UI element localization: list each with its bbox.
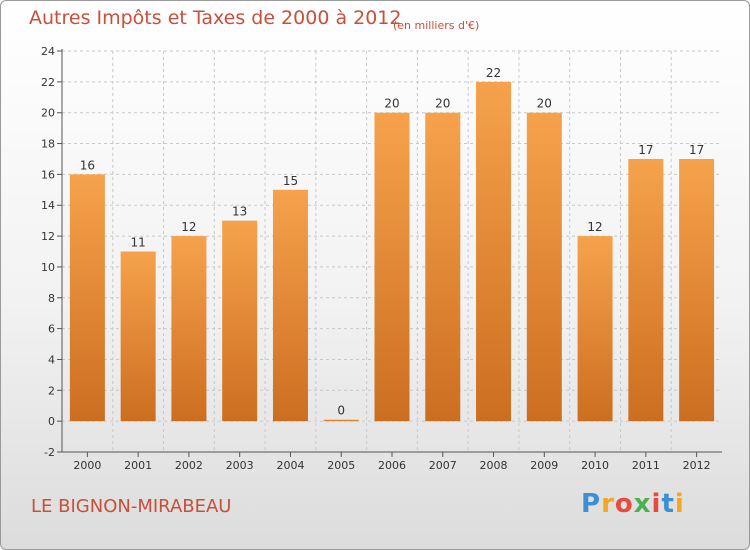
y-tick-label: 6 bbox=[48, 323, 55, 336]
logo-letter: t bbox=[661, 489, 675, 519]
y-tick-label: 22 bbox=[41, 76, 55, 89]
x-tick-label: 2003 bbox=[226, 459, 254, 472]
x-tick-label: 2008 bbox=[480, 459, 508, 472]
bar bbox=[222, 220, 258, 422]
bar-value-label: 16 bbox=[80, 158, 95, 172]
x-tick-label: 2001 bbox=[124, 459, 152, 472]
y-tick-label: 4 bbox=[48, 353, 55, 366]
bar-value-label: 12 bbox=[181, 220, 196, 234]
y-tick-label: 24 bbox=[41, 45, 55, 58]
place-name: LE BIGNON-MIRABEAU bbox=[31, 496, 232, 517]
bar bbox=[526, 112, 562, 422]
logo-letter: r bbox=[601, 489, 615, 519]
bar-value-label: 20 bbox=[384, 97, 399, 111]
bar-value-label: 20 bbox=[435, 97, 450, 111]
y-tick-label: 2 bbox=[48, 384, 55, 397]
y-tick-label: 12 bbox=[41, 230, 55, 243]
x-tick-label: 2009 bbox=[530, 459, 558, 472]
bar-value-label: 13 bbox=[232, 205, 247, 219]
bar bbox=[374, 112, 410, 422]
y-tick-label: 16 bbox=[41, 168, 55, 181]
bar bbox=[323, 419, 359, 422]
x-tick-label: 2012 bbox=[683, 459, 711, 472]
y-tick-label: 18 bbox=[41, 138, 55, 151]
bar bbox=[425, 112, 461, 422]
x-tick-label: 2002 bbox=[175, 459, 203, 472]
bar bbox=[69, 174, 105, 422]
x-tick-label: 2011 bbox=[632, 459, 660, 472]
bar bbox=[120, 251, 156, 422]
bar-value-label: 12 bbox=[587, 220, 602, 234]
y-tick-label: -2 bbox=[44, 446, 55, 459]
bar-value-label: 17 bbox=[689, 143, 704, 157]
logo-letter: o bbox=[614, 489, 634, 519]
proxiti-logo: Proxiti bbox=[581, 489, 685, 519]
bar-value-label: 20 bbox=[537, 97, 552, 111]
logo-letter: i bbox=[651, 489, 662, 519]
bar bbox=[679, 158, 715, 422]
bar-value-label: 22 bbox=[486, 66, 501, 80]
logo-letter: P bbox=[581, 489, 602, 519]
bar-value-label: 11 bbox=[131, 236, 146, 250]
bar-value-label: 0 bbox=[337, 404, 345, 418]
bar bbox=[577, 236, 613, 422]
unit-note: (en milliers d'€) bbox=[393, 19, 480, 32]
bar bbox=[628, 158, 664, 422]
logo-letter: i bbox=[674, 489, 685, 519]
y-tick-label: 14 bbox=[41, 199, 55, 212]
x-tick-label: 2007 bbox=[429, 459, 457, 472]
y-tick-label: 10 bbox=[41, 261, 55, 274]
logo-letter: x bbox=[633, 489, 652, 519]
bar-value-label: 15 bbox=[283, 174, 298, 188]
y-tick-label: 20 bbox=[41, 107, 55, 120]
y-tick-label: 8 bbox=[48, 292, 55, 305]
bar bbox=[272, 189, 308, 422]
x-tick-label: 2005 bbox=[327, 459, 355, 472]
bars-layer: 16 11 12 13 15 0 20 20 22 20 12 17 17 bbox=[69, 66, 715, 422]
x-tick-label: 2006 bbox=[378, 459, 406, 472]
bar-value-label: 17 bbox=[638, 143, 653, 157]
x-tick-label: 2000 bbox=[73, 459, 101, 472]
chart-title: Autres Impôts et Taxes de 2000 à 2012 bbox=[29, 7, 402, 29]
bar bbox=[171, 236, 207, 422]
y-tick-label: 0 bbox=[48, 415, 55, 428]
bar bbox=[476, 81, 512, 422]
x-tick-label: 2004 bbox=[276, 459, 304, 472]
x-tick-label: 2010 bbox=[581, 459, 609, 472]
